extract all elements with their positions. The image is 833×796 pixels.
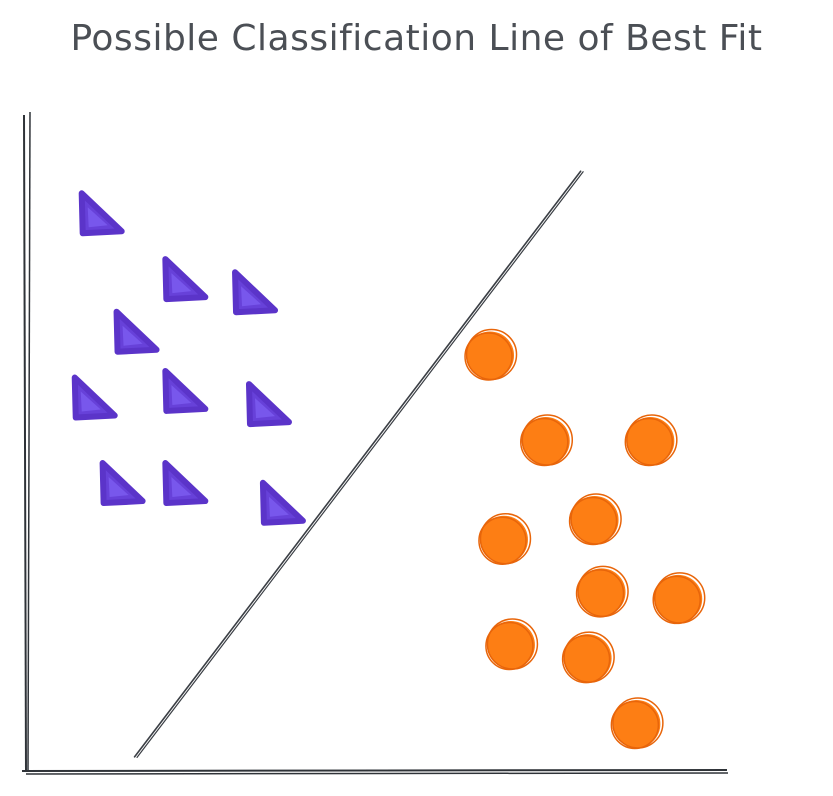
circle-class-points bbox=[464, 328, 706, 750]
circle-point bbox=[464, 328, 518, 381]
x-axis bbox=[21, 769, 728, 772]
triangle-point bbox=[232, 269, 279, 316]
triangle-point bbox=[245, 381, 292, 428]
circle-point bbox=[610, 697, 664, 750]
triangle-point bbox=[78, 190, 125, 237]
circle-point bbox=[624, 414, 678, 467]
circle-point bbox=[568, 493, 622, 546]
y-axis bbox=[23, 114, 27, 773]
circle-point bbox=[478, 512, 532, 565]
axes bbox=[21, 111, 729, 775]
triangle-class-points bbox=[71, 190, 306, 526]
circle-point bbox=[485, 618, 539, 671]
circle-point bbox=[520, 414, 574, 467]
triangle-point bbox=[162, 367, 209, 414]
circle-point bbox=[575, 565, 629, 618]
decision-line-sketch bbox=[136, 171, 584, 758]
y-axis-sketch bbox=[27, 111, 31, 771]
triangle-point bbox=[71, 374, 118, 421]
diagram-title: Possible Classification Line of Best Fit bbox=[70, 18, 763, 59]
decision-line bbox=[133, 170, 584, 758]
triangle-point bbox=[162, 460, 209, 507]
circle-point bbox=[652, 572, 706, 625]
x-axis-sketch bbox=[25, 772, 729, 775]
triangle-point bbox=[113, 308, 160, 355]
triangle-point bbox=[259, 479, 306, 526]
triangle-point bbox=[162, 256, 209, 303]
circle-point bbox=[561, 631, 615, 684]
triangle-point bbox=[99, 460, 146, 507]
decision-line-stroke bbox=[133, 170, 582, 758]
